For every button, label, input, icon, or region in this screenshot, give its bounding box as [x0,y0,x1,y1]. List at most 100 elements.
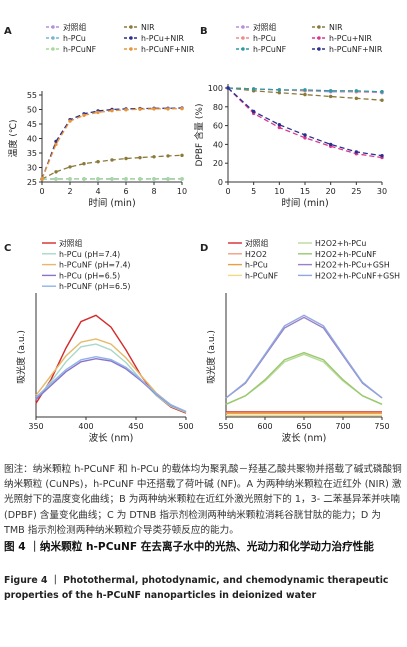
panel-c: C 350 400 450 500 波长 (nm) 吸光度 (a.u.) 对照组 h-PCu (… [4,238,194,444]
legend-marker [317,47,321,51]
legend-label: h-PCu [245,261,268,270]
data-point [354,96,359,101]
data-point [180,106,184,111]
legend-item: H2O2+h-PCuNF+GSH [298,271,400,280]
y-tick-label: 55 [27,91,37,100]
legend-item: H2O2+h-PCuNF [298,250,377,259]
legend-marker [51,47,55,51]
legend-marker [241,36,245,40]
legend-label: H2O2 [245,250,267,259]
data-point [251,109,256,114]
legend-marker [129,36,133,40]
data-point [82,177,86,181]
x-tick-label: 750 [374,422,389,431]
data-point [152,155,156,159]
x-tick-label: 10 [177,187,187,196]
legend-label: h-PCuNF [253,45,287,54]
data-point [251,87,256,91]
data-point [40,177,44,181]
legend-item: h-PCu (pH=7.4) [42,250,120,259]
data-point [277,122,282,127]
legend: 对照组 h-PCu (pH=7.4) h-PCuNF (pH=7.4)h-PCu (… [42,238,130,291]
data-point [303,88,307,92]
data-point [138,177,142,181]
legend-marker [129,25,133,29]
x-tick-label: 6 [123,187,128,196]
legend-label: H2O2+h-PCuNF [315,250,377,259]
panel-a: A 0 2 4 6 8 10 25 30 35 40 45 50 55 时间 (min) 温度 (℃) 对照组 N… [4,22,195,209]
data-point [166,154,170,158]
data-point [152,107,156,111]
legend-item: 对照组 [46,22,87,32]
legend-item: h-PCu [236,34,276,43]
x-tick-label: 450 [128,422,143,431]
data-point [68,165,72,169]
legend-label: h-PCuNF (pH=7.4) [59,261,130,270]
series-line [225,314,383,399]
legend-item: 对照组 [228,238,269,248]
legend-label: h-PCuNF [245,271,279,280]
data-point [54,177,58,181]
legend-item: h-PCuNF (pH=7.4) [42,261,130,270]
panel-label: A [4,26,12,37]
legend-item: h-PCuNF [236,45,287,54]
x-tick-label: 0 [39,187,44,196]
legend-item: NIR [312,23,343,32]
y-axis-label: 温度 (℃) [7,120,19,158]
x-tick-label: 30 [377,187,387,196]
data-point [96,110,100,115]
legend-item: h-PCuNF+NIR [124,45,195,54]
data-point [303,136,307,140]
legend-label: h-PCu+NIR [329,34,373,43]
series-line [225,351,383,405]
data-point [380,153,384,158]
legend-label: h-PCu [63,34,86,43]
series-6 [225,316,383,399]
data-point [110,108,114,113]
series-2 [35,343,187,413]
legend-item: h-PCuNF [46,45,97,54]
x-tick-label: 650 [296,422,311,431]
series-4 [40,106,184,181]
data-point [180,153,184,158]
legend-label: NIR [329,23,343,32]
series-4 [226,86,384,160]
legend-marker [129,47,133,51]
legend-item: 对照组 [236,22,277,32]
x-tick-label: 25 [351,187,361,196]
data-point [54,139,58,144]
x-tick-label: 4 [95,187,100,196]
data-point [303,92,307,97]
data-point [277,125,282,130]
legend-marker [51,25,55,29]
series-line [41,107,183,180]
data-point [328,89,333,93]
series-8 [225,314,383,399]
data-point [124,177,128,181]
y-tick-label: 45 [27,120,37,129]
panel-b: B 0 5 10 15 20 25 30 0 20 40 60 80 100 时间 (min) DPBF 含量… [193,22,387,209]
y-tick-label: 50 [27,106,37,115]
data-point [96,160,100,164]
series-4 [225,351,383,405]
panel-d: D 550 600 650 700 750 波长 (nm) 吸光度 (a.u.) 对照组 H2O2… [200,238,400,444]
legend-marker [241,25,245,29]
panel-label: B [200,26,208,37]
series-5 [35,355,187,413]
y-axis-label: 吸光度 (a.u.) [15,330,27,384]
data-point [354,89,359,93]
legend-label: 对照组 [245,238,269,248]
data-point [110,158,114,162]
y-tick-label: 40 [27,135,37,144]
panel-label: C [4,243,11,254]
x-tick-label: 8 [151,187,156,196]
y-tick-label: 30 [27,164,37,173]
data-point [380,98,384,102]
data-point [380,90,384,94]
legend: 对照组 NIR h-PCu h-PCu+NIR h-PCuNF h-PCuNF+NIR [46,22,195,54]
legend-marker [241,47,245,51]
data-point [124,156,128,161]
legend-item: H2O2+h-PCu [298,239,366,248]
x-axis-label: 时间 (min) [88,197,135,209]
